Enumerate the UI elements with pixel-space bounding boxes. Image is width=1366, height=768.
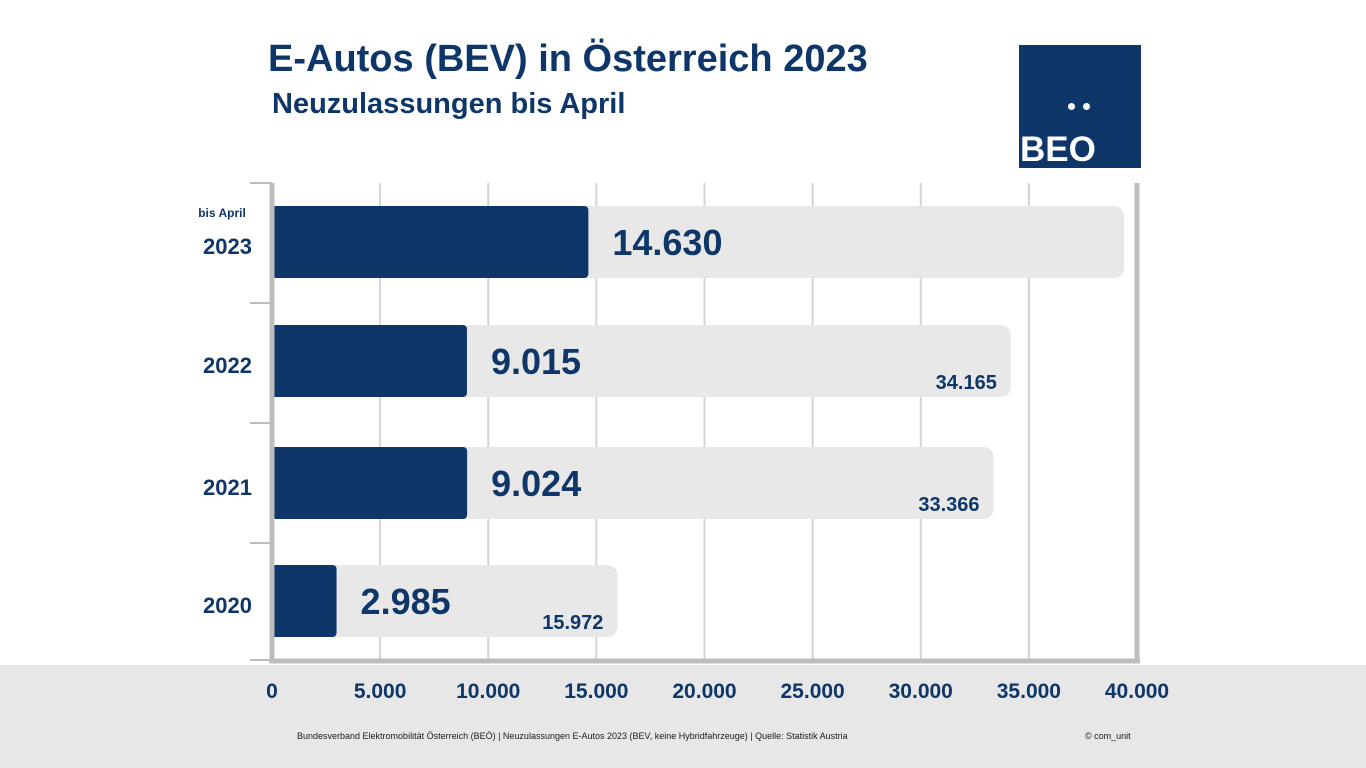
copyright-note: © com_unit (1085, 731, 1131, 741)
x-tick-label: 0 (266, 680, 278, 703)
total-value-label: 33.366 (918, 494, 979, 516)
april-bar-square-end (272, 206, 284, 278)
x-tick-label: 20.000 (672, 680, 736, 703)
page-title: E-Autos (BEV) in Österreich 2023 (268, 38, 868, 80)
logo-dot (1068, 103, 1075, 110)
april-bar (272, 565, 337, 637)
total-value-label: 15.972 (542, 612, 603, 634)
category-label: 2023 (203, 234, 252, 259)
x-tick-label: 30.000 (889, 680, 953, 703)
x-tick-label: 5.000 (354, 680, 407, 703)
bar-value-label: 14.630 (612, 222, 722, 263)
x-tick-label: 25.000 (781, 680, 845, 703)
category-label: 2022 (203, 353, 252, 378)
april-bar-square-end (272, 325, 284, 397)
x-tick-label: 10.000 (456, 680, 520, 703)
x-tick-label: 15.000 (564, 680, 628, 703)
footer-band (0, 665, 1366, 768)
page-subtitle: Neuzulassungen bis April (272, 88, 626, 120)
x-tick-label: 40.000 (1105, 680, 1169, 703)
april-bar (272, 447, 468, 519)
april-bar (272, 206, 589, 278)
x-tick-label: 35.000 (997, 680, 1061, 703)
logo-dot (1083, 103, 1090, 110)
logo-text: BEO (1020, 130, 1096, 169)
axes (250, 182, 1140, 664)
april-bar-square-end (272, 447, 284, 519)
bar-value-label: 2.985 (361, 581, 451, 622)
bar-value-label: 9.024 (491, 463, 581, 504)
total-bar (272, 565, 618, 637)
april-bar-square-end (272, 565, 284, 637)
bar-value-label: 9.015 (491, 341, 581, 382)
april-bar (272, 325, 467, 397)
chart-labels: 0 5.000 10.000 15.000 20.000 25.000 30.000 35.0… (198, 206, 1169, 703)
beo-logo: BEO (1019, 45, 1141, 168)
source-note: Bundesverband Elektromobilität Österreic… (297, 731, 848, 741)
category-label: 2020 (203, 593, 252, 618)
april-bars (272, 206, 589, 637)
category-note: bis April (198, 206, 246, 220)
total-value-label: 34.165 (936, 372, 997, 394)
category-label: 2021 (203, 475, 252, 500)
